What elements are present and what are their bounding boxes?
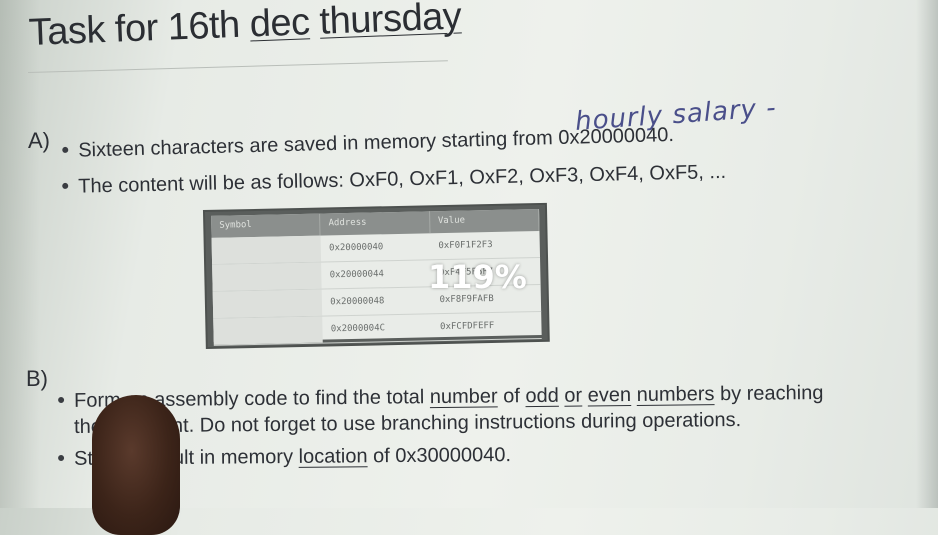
right-shadow xyxy=(916,0,938,508)
bullet-dot xyxy=(62,146,69,153)
b2-part: location xyxy=(298,445,368,468)
bullet-a2-text: The content will be as follows: OxF0, Ox… xyxy=(77,160,727,198)
header-address: Address xyxy=(320,211,431,236)
b2-part: St xyxy=(73,447,94,470)
cell-value: 0xFCFDFEFF xyxy=(440,320,495,333)
b1-part: odd xyxy=(525,384,559,408)
cell-symbol xyxy=(212,262,322,291)
header-symbol: Symbol xyxy=(211,213,321,238)
section-a-label: A) xyxy=(28,128,50,153)
cell-value: 0xF0F1F2F3 xyxy=(438,239,493,252)
b1-part: number xyxy=(429,385,498,409)
zoom-overlay: 119% xyxy=(428,258,527,296)
b1-part: or xyxy=(564,384,583,407)
b2-part: of 0x30000040. xyxy=(367,444,512,468)
left-shadow xyxy=(0,0,40,508)
cell-address: 0x2000004C xyxy=(330,323,386,335)
bullet-dot xyxy=(58,396,65,403)
header-value: Value xyxy=(429,209,540,234)
title-dec: dec xyxy=(248,1,311,46)
title-prefix: Task for 16th xyxy=(28,3,251,54)
b1-part: numbers xyxy=(636,383,715,406)
b1-part: even xyxy=(587,383,632,407)
b1-part: by reaching xyxy=(714,381,824,406)
cell-address: 0x20000040 xyxy=(329,242,384,254)
bullet-dot xyxy=(58,454,65,461)
cell-address: 0x20000044 xyxy=(329,269,384,281)
handwritten-note: hourly salary - xyxy=(574,92,778,138)
cell-symbol xyxy=(212,289,323,318)
bullet-a2: The content will be as follows: OxF0, Ox… xyxy=(62,161,726,199)
title-thursday: thursday xyxy=(318,0,463,43)
slide-title: Task for 16th dec thursday xyxy=(28,0,462,55)
bullet-dot xyxy=(62,182,69,189)
cell-symbol xyxy=(213,316,324,345)
title-divider xyxy=(27,60,448,73)
foreground-head-occlusion xyxy=(92,395,180,535)
cell-address: 0x20000048 xyxy=(330,296,385,308)
table-row: 0x2000004C 0xFCFDFEFF xyxy=(213,311,542,346)
cell-symbol xyxy=(211,235,322,264)
b1-part: of xyxy=(497,385,526,408)
b2-part: sult in memory xyxy=(162,445,299,470)
section-b-label: B) xyxy=(26,366,48,391)
